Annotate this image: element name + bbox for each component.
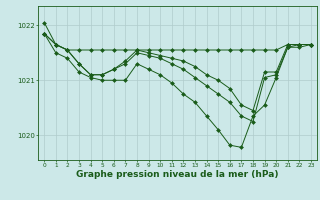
X-axis label: Graphe pression niveau de la mer (hPa): Graphe pression niveau de la mer (hPa) xyxy=(76,170,279,179)
